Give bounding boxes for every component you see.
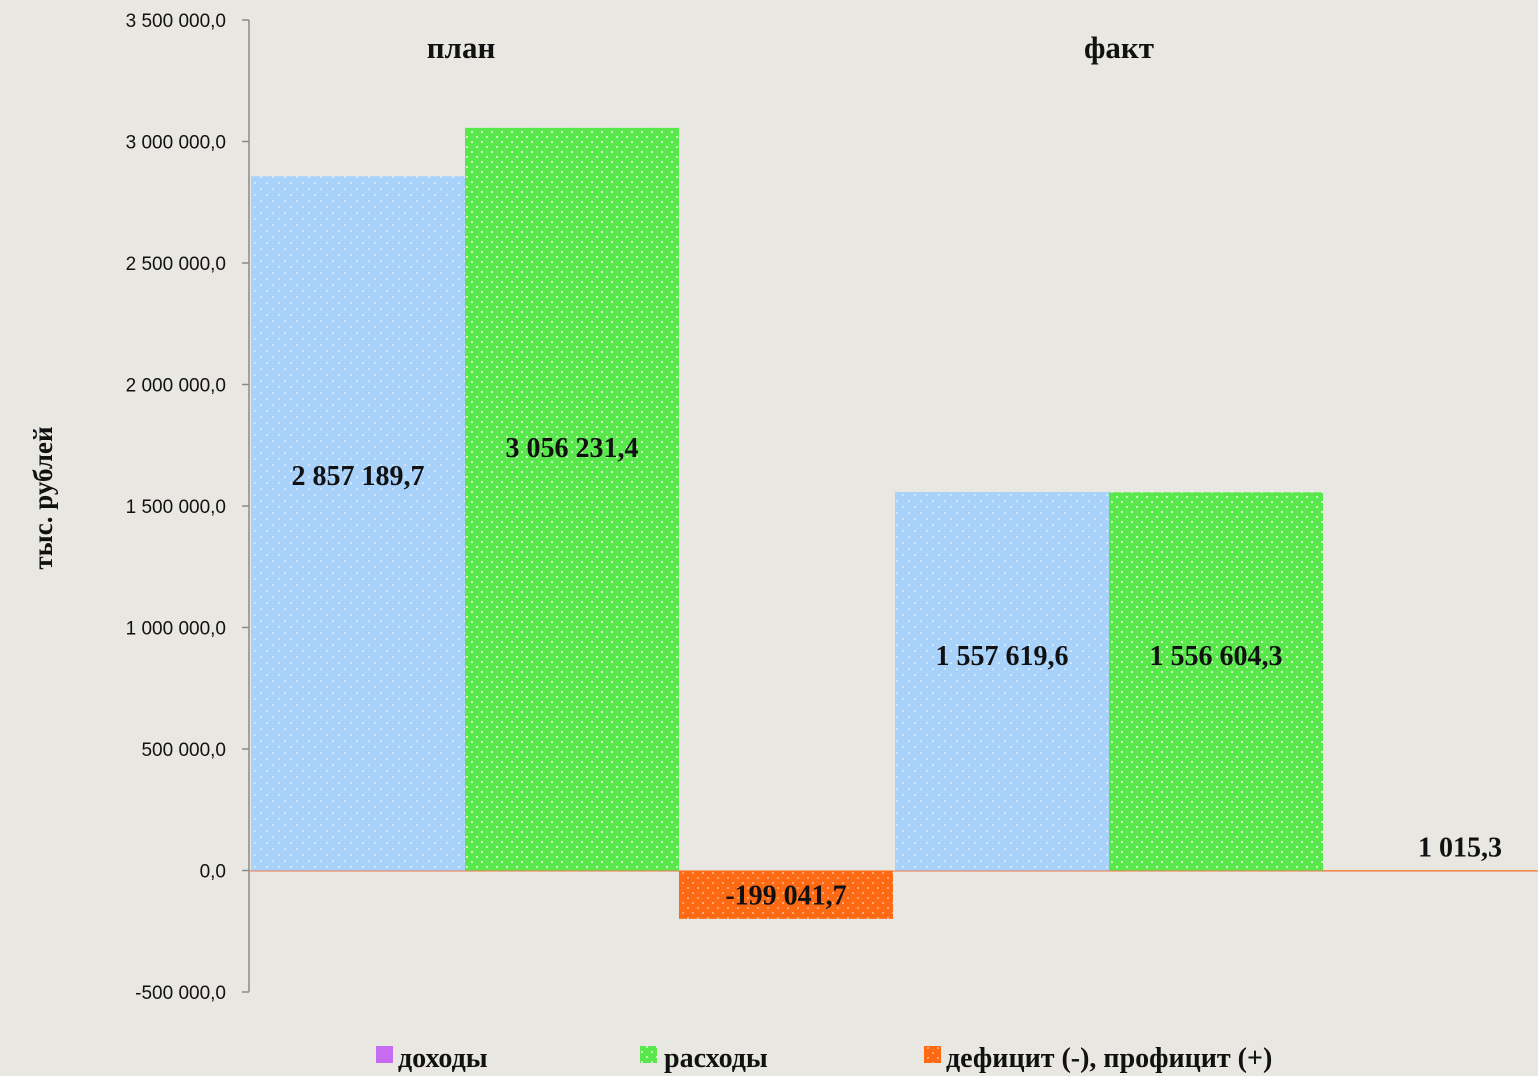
data-label-expense-plan: 3 056 231,4	[506, 433, 639, 464]
data-label-income-fact: 1 557 619,6	[936, 641, 1069, 672]
y-tick-label: -500 000,0	[135, 983, 226, 1004]
category-label-plan: план	[427, 30, 496, 65]
y-tick-label: 0,0	[200, 862, 226, 883]
legend-swatch-income	[376, 1046, 393, 1063]
bar-balance-fact	[1323, 870, 1537, 872]
legend-swatch-balance	[924, 1046, 941, 1063]
data-label-income-plan: 2 857 189,7	[292, 461, 425, 492]
legend: доходы расходы дефицит (-), профицит (+)	[376, 1043, 1272, 1074]
legend-label-balance: дефицит (-), профицит (+)	[946, 1043, 1272, 1074]
y-tick-label: 3 500 000,0	[126, 11, 226, 32]
data-label-balance-fact: 1 015,3	[1418, 833, 1502, 864]
bars	[251, 127, 1537, 919]
y-tick-label: 2 500 000,0	[126, 254, 226, 275]
legend-label-expense: расходы	[664, 1043, 768, 1074]
data-label-expense-fact: 1 556 604,3	[1150, 641, 1283, 672]
y-tick-label: 500 000,0	[141, 740, 226, 761]
bar-expense-fact	[1109, 492, 1323, 871]
data-label-balance-plan: -199 041,7	[725, 881, 846, 912]
legend-swatch-expense	[640, 1046, 657, 1063]
legend-label-income: доходы	[398, 1043, 488, 1074]
y-tick-label: 2 000 000,0	[126, 376, 226, 397]
data-labels: 2 857 189,7 3 056 231,4 -199 041,7 1 557 61…	[292, 433, 1503, 912]
bar-income-plan	[251, 176, 465, 871]
y-tick-label: 1 000 000,0	[126, 619, 226, 640]
bar-income-fact	[895, 491, 1109, 871]
bar-expense-plan	[465, 127, 679, 871]
y-tick-label: 1 500 000,0	[126, 497, 226, 518]
y-tick-label: 3 000 000,0	[126, 133, 226, 154]
bar-balance-plan	[679, 870, 893, 919]
y-ticks: 3 500 000,0 3 000 000,0 2 500 000,0 2 000 0…	[126, 11, 249, 1004]
y-axis-title: тыс. рублей	[28, 426, 58, 569]
category-labels: план факт	[427, 30, 1154, 65]
category-label-fact: факт	[1084, 30, 1154, 65]
